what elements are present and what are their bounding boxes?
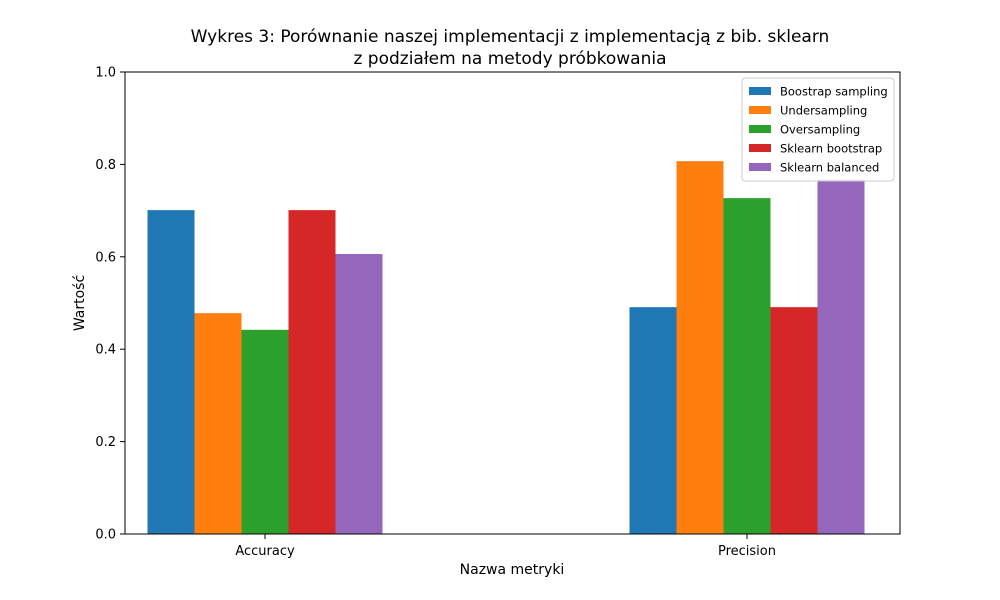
y-axis-label: Wartość <box>72 275 88 331</box>
legend-box <box>741 77 895 182</box>
y-axis: 0.0 0.2 0.4 0.6 0.8 1.0 <box>95 66 125 543</box>
bars-group <box>147 161 865 534</box>
legend-label: Oversampling <box>780 123 860 137</box>
legend-swatch <box>749 106 771 114</box>
y-tick-label: 0.4 <box>95 343 116 358</box>
y-tick-label: 0.8 <box>95 158 116 173</box>
plot-frame <box>124 71 901 535</box>
bar-boostrap-sampling-precision <box>629 307 677 534</box>
x-axis: Accuracy Precision <box>235 534 776 559</box>
chart-title-line-1: Wykres 3: Porównanie naszej implementacj… <box>191 27 830 47</box>
bar-sklearn-bootstrap-precision <box>770 307 818 534</box>
bar-oversampling-accuracy <box>241 329 289 534</box>
bar-boostrap-sampling-accuracy <box>147 210 195 534</box>
bar-sklearn-balanced-accuracy <box>335 254 383 534</box>
x-tick-label-precision: Precision <box>718 544 776 559</box>
x-axis-label: Nazwa metryki <box>460 562 565 578</box>
legend-swatch <box>749 163 771 171</box>
y-tick-label: 1.0 <box>95 66 116 81</box>
legend-swatch <box>749 87 771 95</box>
y-tick-label: 0.0 <box>95 528 116 543</box>
bar-sklearn-balanced-precision <box>817 179 865 534</box>
legend: Boostrap sampling Undersampling Oversampli… <box>741 77 895 182</box>
bar-oversampling-precision <box>723 198 771 534</box>
bar-undersampling-precision <box>676 161 724 534</box>
bar-undersampling-accuracy <box>194 313 242 534</box>
chart-title-line-2: z podziałem na metody próbkowania <box>353 49 666 69</box>
x-tick-label-accuracy: Accuracy <box>235 544 295 559</box>
legend-label: Boostrap sampling <box>780 85 888 99</box>
legend-swatch <box>749 144 771 152</box>
legend-label: Sklearn balanced <box>780 161 879 175</box>
bar-sklearn-bootstrap-accuracy <box>288 210 336 534</box>
legend-label: Undersampling <box>780 104 867 118</box>
y-tick-label: 0.6 <box>95 250 116 265</box>
legend-label: Sklearn bootstrap <box>780 142 882 156</box>
legend-swatch <box>749 125 771 133</box>
y-tick-label: 0.2 <box>95 435 116 450</box>
